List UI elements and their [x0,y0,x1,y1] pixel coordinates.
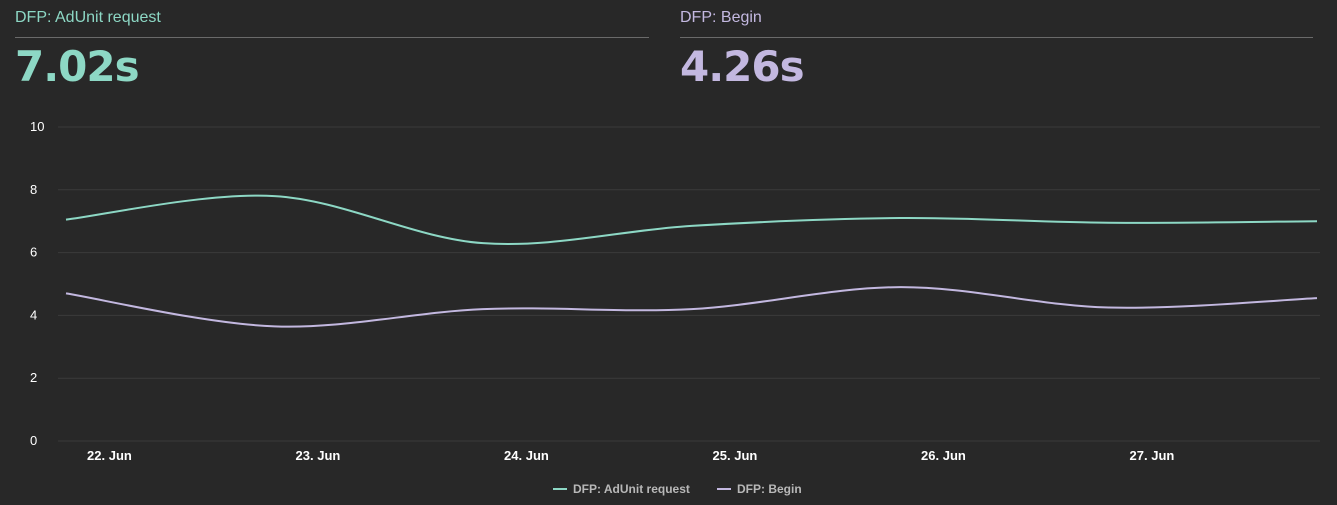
y-tick-label: 4 [30,307,37,322]
y-axis: 0 2 4 6 8 10 [30,119,44,448]
metric-value: 4.26s [680,42,805,91]
x-tick-label: 26. Jun [921,448,966,463]
y-tick-label: 0 [30,433,37,448]
y-tick-label: 10 [30,119,44,134]
metric-divider [680,37,1313,38]
legend-label: DFP: Begin [737,482,802,496]
chart-series [65,194,1318,328]
series-line [65,194,1318,246]
legend-item[interactable]: DFP: AdUnit request [553,482,690,496]
x-tick-label: 22. Jun [87,448,132,463]
y-tick-label: 8 [30,182,37,197]
x-tick-label: 27. Jun [1130,448,1175,463]
chart-legend[interactable]: DFP: AdUnit request DFP: Begin [553,482,802,496]
metric-label: DFP: Begin [680,9,762,26]
x-axis: 22. Jun 23. Jun 24. Jun 25. Jun 26. Jun 27. J… [87,448,1174,463]
chart-grid [58,126,1320,442]
y-tick-label: 2 [30,370,37,385]
metric-value: 7.02s [15,42,140,91]
x-tick-label: 25. Jun [713,448,758,463]
x-tick-label: 24. Jun [504,448,549,463]
legend-item[interactable]: DFP: Begin [717,482,802,496]
x-tick-label: 23. Jun [296,448,341,463]
series-line [65,286,1318,328]
metric-divider [15,37,649,38]
y-tick-label: 6 [30,245,37,260]
legend-label: DFP: AdUnit request [573,482,690,496]
metric-label: DFP: AdUnit request [15,9,161,26]
